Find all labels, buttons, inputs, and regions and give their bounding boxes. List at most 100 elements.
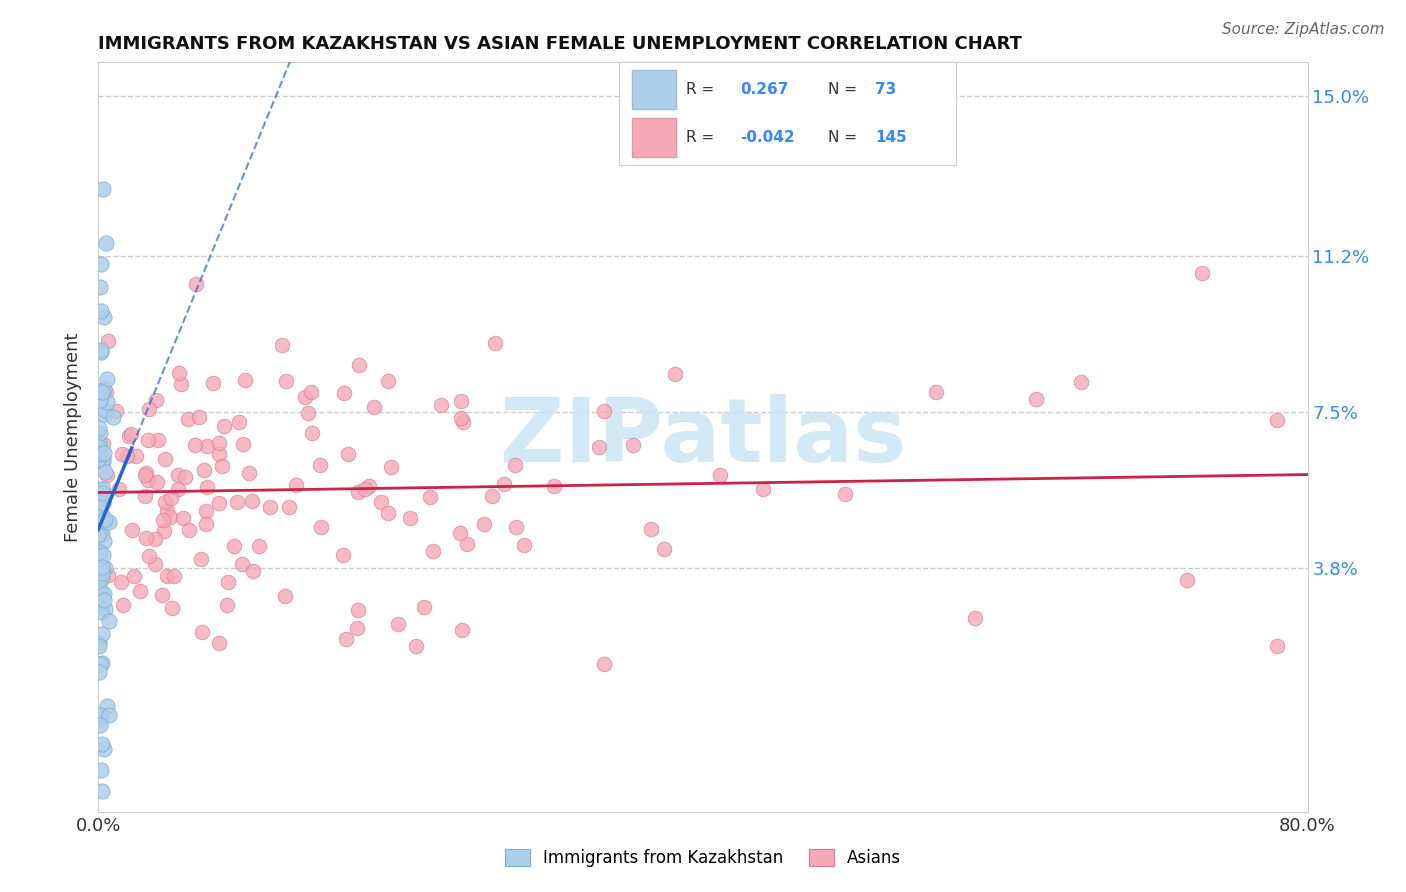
Point: [121, 523, 143, 537]
Point: [94, 512, 117, 526]
Point: [91, 548, 114, 562]
Point: [96, 467, 118, 482]
Point: [91, 571, 114, 585]
Point: [593, 657, 616, 672]
Point: [89, 545, 111, 559]
Point: [98, 708, 121, 723]
Point: [201, 376, 224, 390]
Point: [93, 402, 115, 417]
Point: [138, 549, 160, 563]
Point: [505, 520, 527, 534]
Point: [337, 447, 360, 461]
Point: [89, 503, 111, 517]
Point: [543, 479, 565, 493]
Text: 145: 145: [875, 130, 907, 145]
Point: [1175, 573, 1198, 587]
Point: [93, 587, 115, 601]
Point: [91, 182, 114, 196]
Point: [145, 393, 167, 408]
Point: [91, 566, 114, 580]
Point: [97, 614, 120, 628]
Point: [108, 482, 131, 496]
Point: [93, 592, 115, 607]
Point: [346, 621, 368, 635]
Point: [484, 336, 506, 351]
Point: [150, 588, 173, 602]
Text: N =: N =: [828, 130, 856, 145]
Point: [122, 569, 145, 583]
Point: [87, 577, 110, 591]
Point: [422, 543, 444, 558]
Point: [197, 439, 219, 453]
Text: IMMIGRANTS FROM KAZAKHSTAN VS ASIAN FEMALE UNEMPLOYMENT CORRELATION CHART: IMMIGRANTS FROM KAZAKHSTAN VS ASIAN FEMA…: [98, 35, 1022, 53]
Point: [91, 452, 114, 467]
Point: [270, 338, 292, 352]
Point: [98, 515, 121, 529]
Point: [89, 718, 111, 732]
Point: [172, 511, 194, 525]
Point: [90, 506, 112, 520]
Point: [593, 403, 616, 417]
Point: [89, 425, 111, 440]
Point: [224, 539, 246, 553]
Point: [90, 707, 112, 722]
Point: [472, 516, 495, 531]
Point: [347, 603, 370, 617]
Point: [96, 385, 118, 400]
Point: [481, 489, 503, 503]
Point: [208, 447, 231, 461]
Point: [274, 590, 297, 604]
Point: [301, 425, 323, 440]
Point: [405, 639, 427, 653]
Text: N =: N =: [828, 81, 856, 96]
Point: [87, 527, 110, 541]
Point: [456, 537, 478, 551]
Point: [166, 467, 188, 482]
Point: [93, 601, 115, 615]
Point: [91, 486, 114, 500]
Y-axis label: Female Unemployment: Female Unemployment: [65, 333, 83, 541]
Point: [90, 627, 112, 641]
Point: [135, 531, 157, 545]
Point: [709, 468, 731, 483]
Point: [1267, 413, 1289, 427]
Point: [93, 534, 115, 549]
Point: [233, 373, 256, 387]
Point: [91, 563, 114, 577]
Point: [89, 524, 111, 539]
Point: [152, 524, 174, 538]
Point: [347, 359, 370, 373]
Point: [247, 540, 270, 554]
Point: [143, 532, 166, 546]
Point: [297, 406, 319, 420]
Point: [184, 438, 207, 452]
Point: [225, 494, 247, 508]
Point: [91, 385, 114, 400]
Point: [87, 452, 110, 467]
Text: 73: 73: [875, 81, 897, 96]
Point: [87, 421, 110, 435]
Point: [309, 520, 332, 534]
Point: [208, 436, 231, 450]
Point: [377, 374, 399, 388]
Point: [91, 455, 114, 469]
FancyBboxPatch shape: [633, 118, 676, 157]
Point: [87, 447, 110, 461]
Point: [143, 558, 166, 572]
Point: [112, 598, 135, 612]
Point: [90, 345, 112, 359]
Point: [90, 763, 112, 777]
Text: R =: R =: [686, 130, 714, 145]
Point: [93, 407, 115, 421]
Point: [146, 434, 169, 448]
Point: [111, 447, 134, 461]
Point: [90, 783, 112, 797]
Point: [136, 474, 159, 488]
Point: [451, 415, 474, 429]
Point: [217, 574, 239, 589]
Point: [430, 398, 453, 412]
Point: [125, 449, 148, 463]
Point: [90, 605, 112, 619]
FancyBboxPatch shape: [633, 70, 676, 109]
Point: [93, 741, 115, 756]
